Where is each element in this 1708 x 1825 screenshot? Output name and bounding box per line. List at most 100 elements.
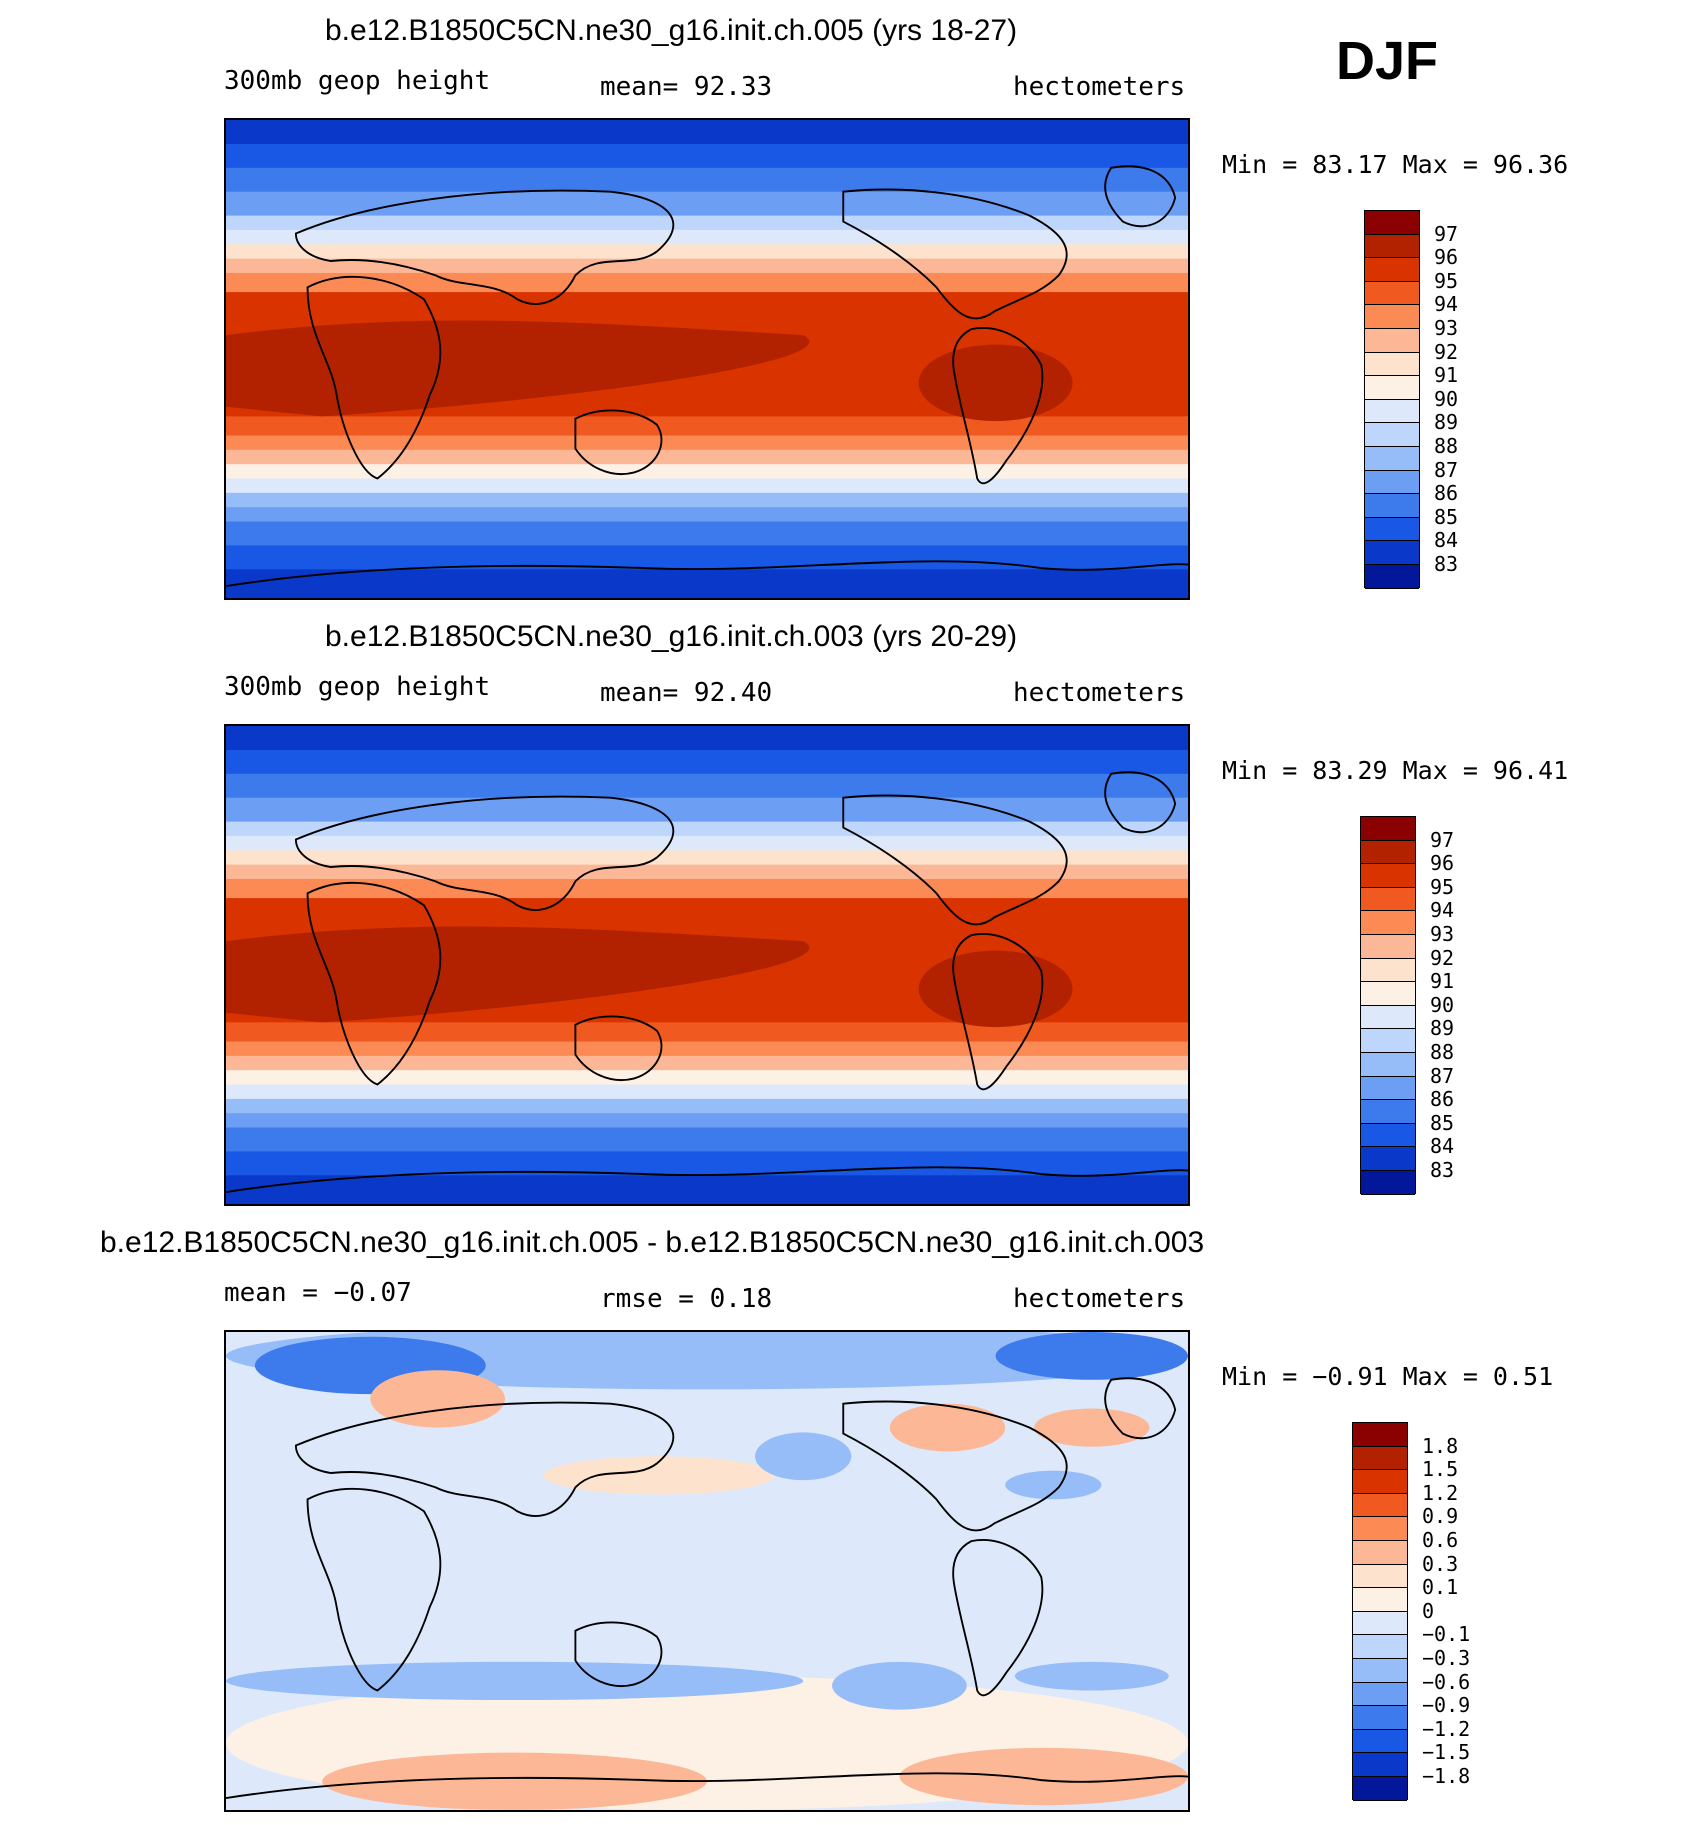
contour-band xyxy=(226,1151,1188,1177)
colorbar-label: 88 xyxy=(1434,434,1459,458)
contour-band xyxy=(226,1175,1188,1204)
colorbar-swatch xyxy=(1365,494,1419,518)
colorbar-swatch xyxy=(1361,1005,1415,1030)
panel-title: b.e12.B1850C5CN.ne30_g16.init.ch.005 (yr… xyxy=(325,14,1018,47)
map-field xyxy=(226,726,1188,1204)
panel-title: b.e12.B1850C5CN.ne30_g16.init.ch.005 - b… xyxy=(100,1226,1205,1259)
colorbar-label: 91 xyxy=(1430,969,1455,994)
colorbar-label: 83 xyxy=(1430,1158,1455,1182)
colorbar-label: −0.1 xyxy=(1422,1622,1471,1647)
colorbar-label: −1.8 xyxy=(1422,1764,1471,1788)
contour-band xyxy=(226,167,1188,193)
colorbar-swatch xyxy=(1361,1147,1415,1171)
contour-band xyxy=(226,1022,1188,1043)
contour-band xyxy=(226,464,1188,480)
colorbar-label: 84 xyxy=(1430,1134,1455,1159)
colorbar-label: 92 xyxy=(1430,945,1455,970)
mean-label: rmse = 0.18 xyxy=(600,1284,773,1314)
colorbar-swatch xyxy=(1353,1588,1407,1612)
colorbar-label: 97 xyxy=(1430,827,1455,852)
contour-band xyxy=(226,1661,804,1701)
contour-band xyxy=(889,1403,1006,1452)
colorbar-swatch xyxy=(1353,1777,1407,1801)
coastline xyxy=(294,795,675,911)
contour-band xyxy=(226,1055,1188,1072)
colorbar-label: 0 xyxy=(1422,1598,1435,1623)
coastline xyxy=(1104,1377,1177,1440)
contour-band xyxy=(226,435,1188,452)
colorbar-swatch xyxy=(1365,541,1419,565)
colorbar-swatch xyxy=(1365,376,1419,400)
colorbar-swatch xyxy=(1365,305,1419,329)
minmax-label: Min = −0.91 Max = 0.51 xyxy=(1222,1362,1554,1391)
contour-band xyxy=(226,320,810,417)
colorbar-label: 87 xyxy=(1430,1063,1455,1088)
colorbar-label: −1.2 xyxy=(1422,1716,1471,1741)
contour-band xyxy=(899,1747,1188,1806)
colorbar-swatch xyxy=(1365,517,1419,542)
contour-band xyxy=(226,215,1188,232)
contour-band xyxy=(1014,1661,1169,1691)
contour-band xyxy=(226,244,1188,260)
colorbar-box xyxy=(1364,210,1420,589)
coastline xyxy=(306,881,442,1086)
colorbar-swatch xyxy=(1353,1611,1407,1636)
colorbar-swatch xyxy=(1353,1564,1407,1589)
colorbar-swatch xyxy=(1353,1635,1407,1659)
colorbar-swatch xyxy=(1361,1100,1415,1124)
colorbar-swatch xyxy=(1365,447,1419,471)
contour-band xyxy=(226,773,1188,799)
contour-band xyxy=(226,492,1188,509)
colorbar-box xyxy=(1352,1422,1408,1801)
colorbar-swatch xyxy=(1353,1659,1407,1683)
colorbar-swatch xyxy=(1361,1076,1415,1101)
colorbar-swatch xyxy=(1365,281,1419,306)
contour-band xyxy=(226,1041,1188,1058)
colorbar-label: 1.2 xyxy=(1422,1480,1459,1505)
coastline xyxy=(294,189,675,305)
colorbar-label: 0.6 xyxy=(1422,1528,1459,1552)
colorbar-swatch xyxy=(1353,1493,1407,1518)
contour-band xyxy=(226,258,1188,275)
colorbar-swatch xyxy=(1353,1470,1407,1494)
colorbar-label: 96 xyxy=(1430,851,1455,876)
colorbar-swatch xyxy=(1361,982,1415,1006)
colorbar-label: −1.5 xyxy=(1422,1740,1471,1765)
colorbar-swatch xyxy=(1361,1123,1415,1148)
colorbar-label: 95 xyxy=(1434,268,1459,293)
contour-band xyxy=(918,950,1073,1028)
contour-band xyxy=(226,835,1188,852)
contour-band xyxy=(226,1113,1188,1129)
contour-band xyxy=(226,416,1188,437)
colorbar-label: 86 xyxy=(1434,481,1459,506)
coastline xyxy=(574,1015,663,1081)
contour-band xyxy=(226,143,1188,169)
colorbar-label: 83 xyxy=(1434,552,1459,576)
contour-band xyxy=(226,726,1188,752)
colorbar-label: 92 xyxy=(1434,339,1459,364)
colorbar-swatch xyxy=(1361,864,1415,888)
contour-band xyxy=(226,1127,1188,1153)
contour-band xyxy=(226,478,1188,495)
colorbar-swatch xyxy=(1361,911,1415,935)
colorbar-swatch xyxy=(1361,1053,1415,1077)
coastline xyxy=(294,1401,675,1517)
colorbar-label: 86 xyxy=(1430,1087,1455,1112)
contour-band xyxy=(226,864,1188,881)
contour-band xyxy=(226,1070,1188,1086)
colorbar-label: 96 xyxy=(1434,245,1459,270)
contour-band xyxy=(226,569,1188,598)
coastline xyxy=(842,1400,1068,1532)
contour-band xyxy=(543,1456,775,1495)
colorbar-swatch xyxy=(1353,1706,1407,1730)
contour-band xyxy=(1005,1470,1102,1500)
colorbar-label: 85 xyxy=(1434,504,1459,529)
coastline xyxy=(226,1166,1188,1193)
minmax-label: Min = 83.29 Max = 96.41 xyxy=(1222,756,1569,785)
coastline xyxy=(842,794,1068,926)
coastline xyxy=(842,188,1068,320)
contour-band xyxy=(226,749,1188,775)
colorbar-swatch xyxy=(1365,423,1419,447)
contour-band xyxy=(226,926,810,1023)
coastline xyxy=(574,409,663,475)
